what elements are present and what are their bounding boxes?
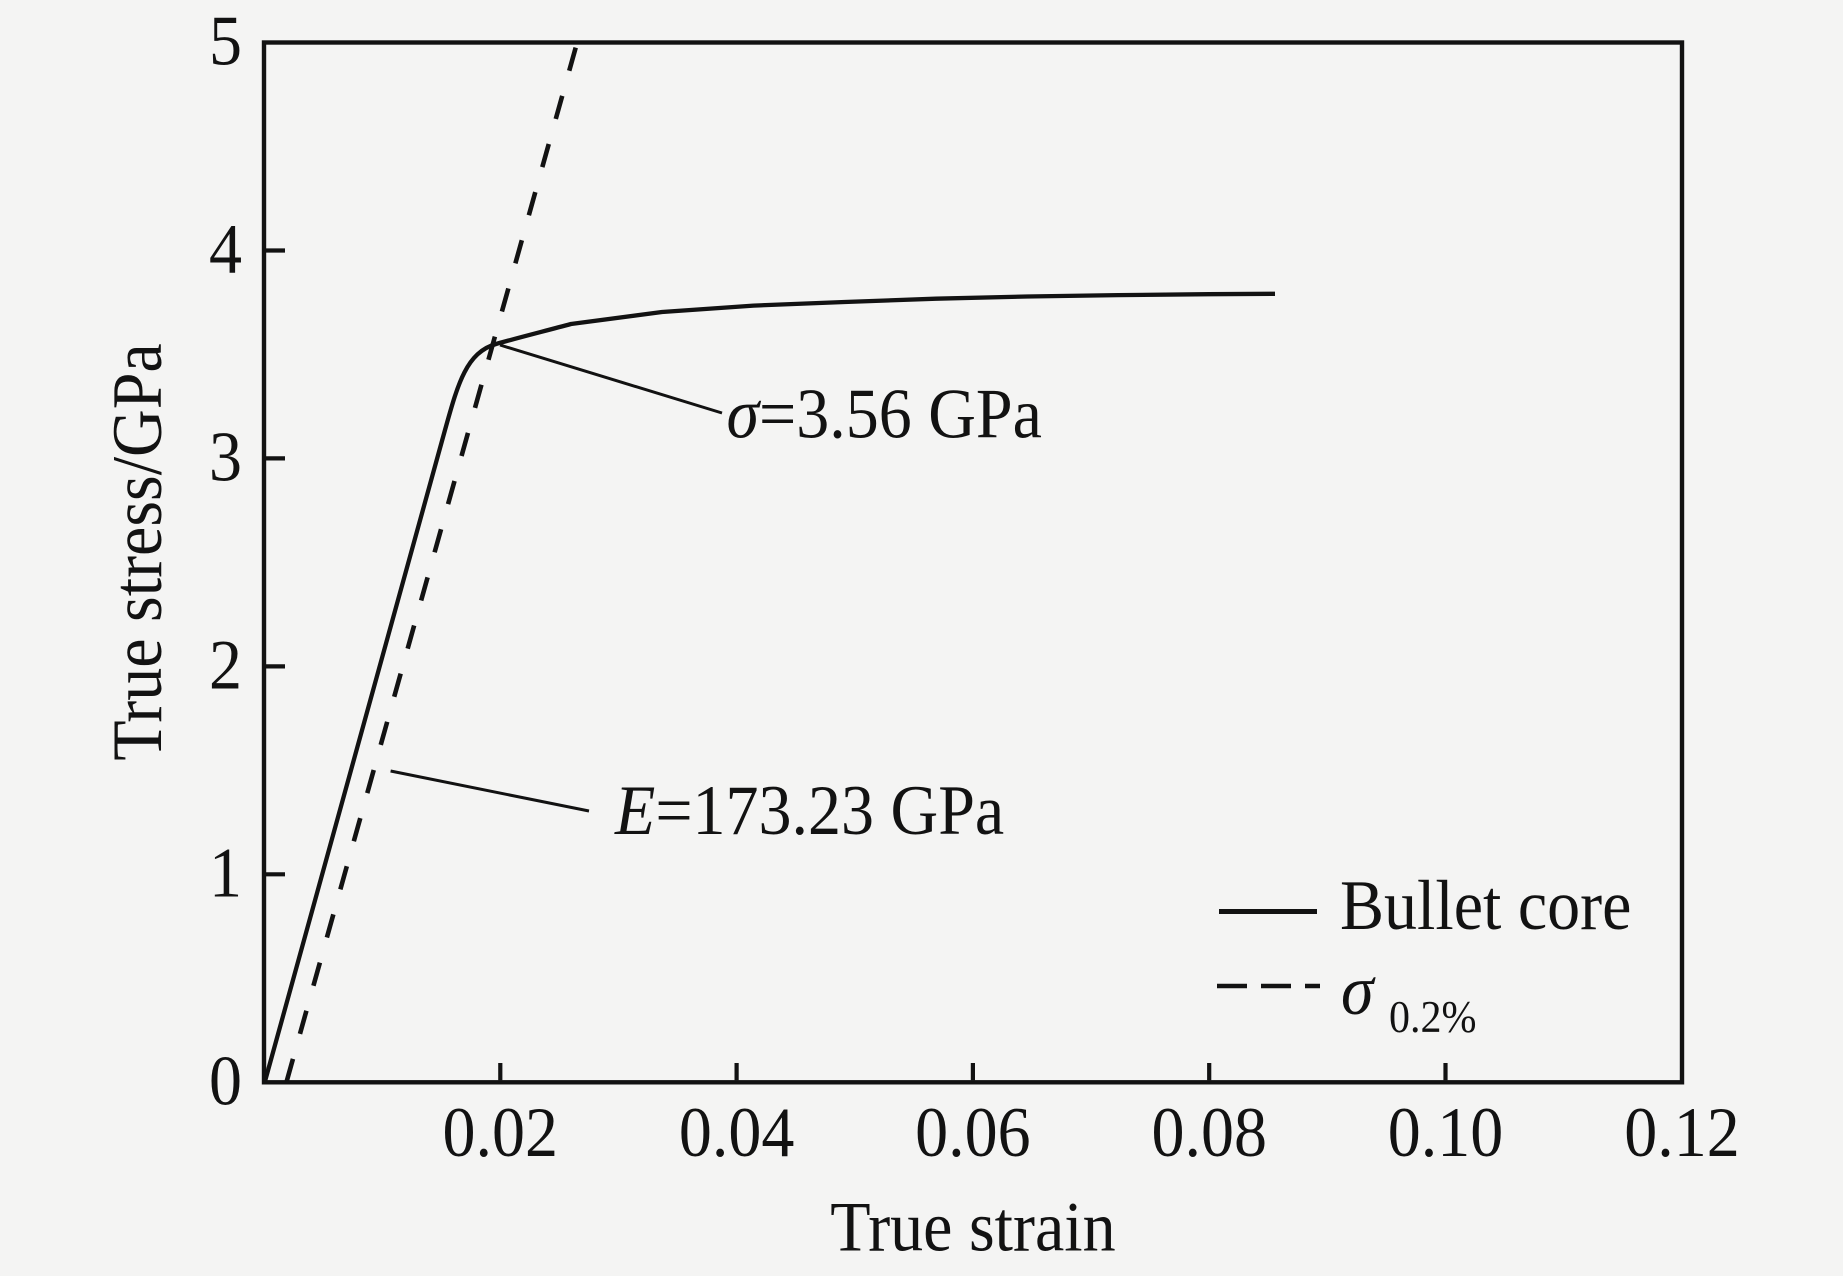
svg-text:0.06: 0.06 <box>915 1093 1030 1172</box>
svg-text:E=173.23 GPa: E=173.23 GPa <box>614 771 1004 850</box>
svg-text:0.08: 0.08 <box>1151 1093 1266 1172</box>
svg-text:1: 1 <box>209 833 242 912</box>
svg-text:0.10: 0.10 <box>1388 1093 1503 1172</box>
svg-text:0: 0 <box>209 1041 242 1120</box>
svg-text:0.04: 0.04 <box>679 1093 794 1172</box>
svg-text:3: 3 <box>209 417 242 496</box>
svg-text:4: 4 <box>209 209 242 288</box>
svg-text:σ: σ <box>1341 951 1377 1030</box>
svg-text:2: 2 <box>209 625 242 704</box>
svg-text:0.02: 0.02 <box>443 1093 558 1172</box>
svg-text:Bullet core: Bullet core <box>1340 866 1631 945</box>
svg-text:σ=3.56 GPa: σ=3.56 GPa <box>727 374 1042 453</box>
svg-text:0.2%: 0.2% <box>1389 993 1476 1043</box>
svg-text:True strain: True strain <box>830 1187 1115 1266</box>
svg-text:5: 5 <box>209 1 242 80</box>
svg-text:True stress/GPa: True stress/GPa <box>98 343 177 760</box>
svg-text:0.12: 0.12 <box>1624 1093 1739 1172</box>
